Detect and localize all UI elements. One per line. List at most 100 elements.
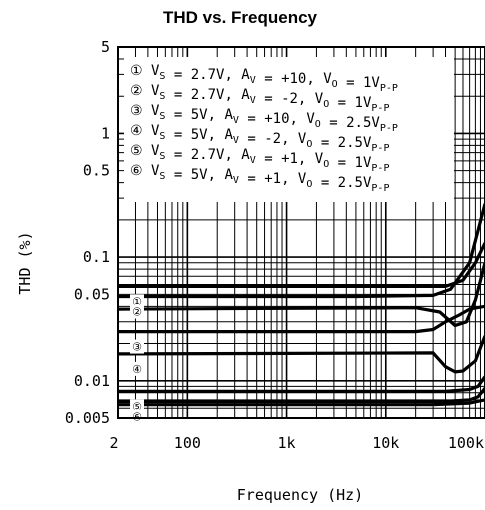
x-axis-label: Frequency (Hz) [237, 486, 363, 504]
legend-text-part: = 1V [338, 75, 381, 91]
series-marker: ① [132, 295, 142, 308]
legend-text-part: = 1V [329, 155, 372, 171]
legend-text-part: S [159, 111, 165, 122]
legend-text-part: V [233, 135, 239, 146]
series-marker-bg [130, 361, 144, 376]
legend-text-part: = -2, V [239, 131, 307, 147]
series-line [117, 335, 485, 374]
x-tick-label: 100k [448, 434, 484, 452]
legend-text-part: = 5V, A [165, 107, 233, 123]
legend-entry: ④ VS = 5V, AV = -2, VO = 2.5VP-P [130, 123, 389, 154]
tick-labels: 2 100 1k 10k 100k 5 1 0.5 0.1 0.05 0.01 0.005 [65, 38, 484, 452]
series-line [118, 398, 485, 407]
legend-text-part: V [250, 95, 256, 106]
legend-entry: ① VS = 2.7V, AV = +10, VO = 1VP-P [130, 63, 398, 94]
series-marker: ④ [132, 363, 142, 376]
legend-text-part: O [332, 79, 338, 90]
series-line [118, 203, 485, 299]
legend-text-part: P-P [380, 83, 398, 94]
legend-text-part: = +1, V [239, 171, 307, 187]
legend-text-part: S [159, 171, 165, 182]
series-marker: ⑤ [132, 400, 142, 413]
legend-text-part: = 2.7V, A [165, 147, 250, 163]
legend-text-part: = 5V, A [165, 167, 233, 183]
legend-text-part: = 2.7V, A [165, 67, 250, 83]
legend-text-part: V [250, 75, 256, 86]
legend-text-part: = 5V, A [165, 127, 233, 143]
y-tick-label: 0.5 [83, 162, 110, 180]
legend-text-part: S [159, 91, 165, 102]
legend-marker: ④ [130, 123, 151, 139]
series-marker: ③ [132, 341, 142, 354]
legend-text-part: S [159, 151, 165, 162]
legend-text-part: V [250, 155, 256, 166]
legend-text-part: = 2.5V [312, 135, 372, 151]
legend-text-part: V [151, 83, 160, 99]
legend-text-part: O [323, 159, 329, 170]
legend-text-part: O [315, 119, 321, 130]
legend-text-part: S [159, 131, 165, 142]
series-line [118, 375, 485, 393]
legend-text-part: = 2.7V, A [165, 87, 250, 103]
legend-entry: ⑥ VS = 5V, AV = +1, VO = 2.5VP-P [130, 163, 389, 194]
y-tick-label: 0.1 [83, 248, 110, 266]
y-tick-label: 5 [101, 38, 110, 56]
legend-text-part: V [151, 123, 160, 139]
legend-marker: ② [130, 83, 151, 99]
series-marker-bg [130, 339, 144, 354]
legend-text-part: P-P [380, 123, 398, 134]
series-marker-bg [130, 304, 144, 319]
legend-marker: ① [130, 63, 151, 79]
legend-marker: ⑤ [130, 143, 151, 159]
legend-text-part: O [306, 139, 312, 150]
legend-marker: ⑥ [130, 163, 151, 179]
y-tick-label: 1 [101, 124, 110, 142]
plot-frame [117, 46, 485, 419]
legend-text-part: P-P [371, 143, 389, 154]
series-line [118, 242, 485, 288]
legend-text-part: V [151, 63, 160, 79]
series-marker: ② [132, 306, 142, 319]
legend-text-part: = 2.5V [312, 175, 372, 191]
legend-text-part: = +10, V [239, 111, 315, 127]
legend-text-part: V [151, 103, 160, 119]
x-tick-label: 2 [109, 434, 118, 452]
series-markers: ①② ③ ④ ⑤⑥ [130, 294, 144, 424]
legend-text-part: = 2.5V [321, 115, 381, 131]
legend-text-part: V [151, 143, 160, 159]
legend-text-part: V [233, 175, 239, 186]
series-line [118, 304, 485, 334]
series-marker-bg [130, 409, 144, 424]
legend-text-part: O [306, 179, 312, 190]
x-tick-label: 100 [174, 434, 201, 452]
series-lines [117, 203, 485, 407]
legend-text-part: O [323, 99, 329, 110]
legend-text-part: = 1V [329, 95, 372, 111]
chart-title: THD vs. Frequency [163, 8, 318, 27]
legend-entry: ⑤ VS = 2.7V, AV = +1, VO = 1VP-P [130, 143, 389, 174]
y-tick-label: 0.05 [74, 285, 110, 303]
y-tick-label: 0.01 [74, 372, 110, 390]
y-tick-label: 0.005 [65, 409, 110, 427]
legend-text-part: = +1, V [256, 151, 324, 167]
legend-text-part: P-P [371, 103, 389, 114]
legend-text-part: S [159, 71, 165, 82]
x-tick-label: 1k [278, 434, 296, 452]
legend: ① VS = 2.7V, AV = +10, VO = 1VP-P② VS = … [124, 57, 454, 202]
y-axis-label: THD (%) [16, 231, 34, 294]
legend-entry: ② VS = 2.7V, AV = -2, VO = 1VP-P [130, 83, 389, 114]
legend-marker: ③ [130, 103, 151, 119]
legend-text-part: = -2, V [256, 91, 324, 107]
legend-text-part: V [151, 163, 160, 179]
legend-text-part: P-P [371, 183, 389, 194]
legend-text-part: P-P [371, 163, 389, 174]
legend-background [124, 57, 454, 202]
series-line [118, 387, 485, 404]
legend-text-part: V [233, 115, 239, 126]
legend-text-part: = +10, V [256, 71, 332, 87]
series-marker: ⑥ [132, 410, 142, 423]
series-line [117, 262, 485, 328]
legend-entry: ③ VS = 5V, AV = +10, VO = 2.5VP-P [130, 103, 398, 134]
